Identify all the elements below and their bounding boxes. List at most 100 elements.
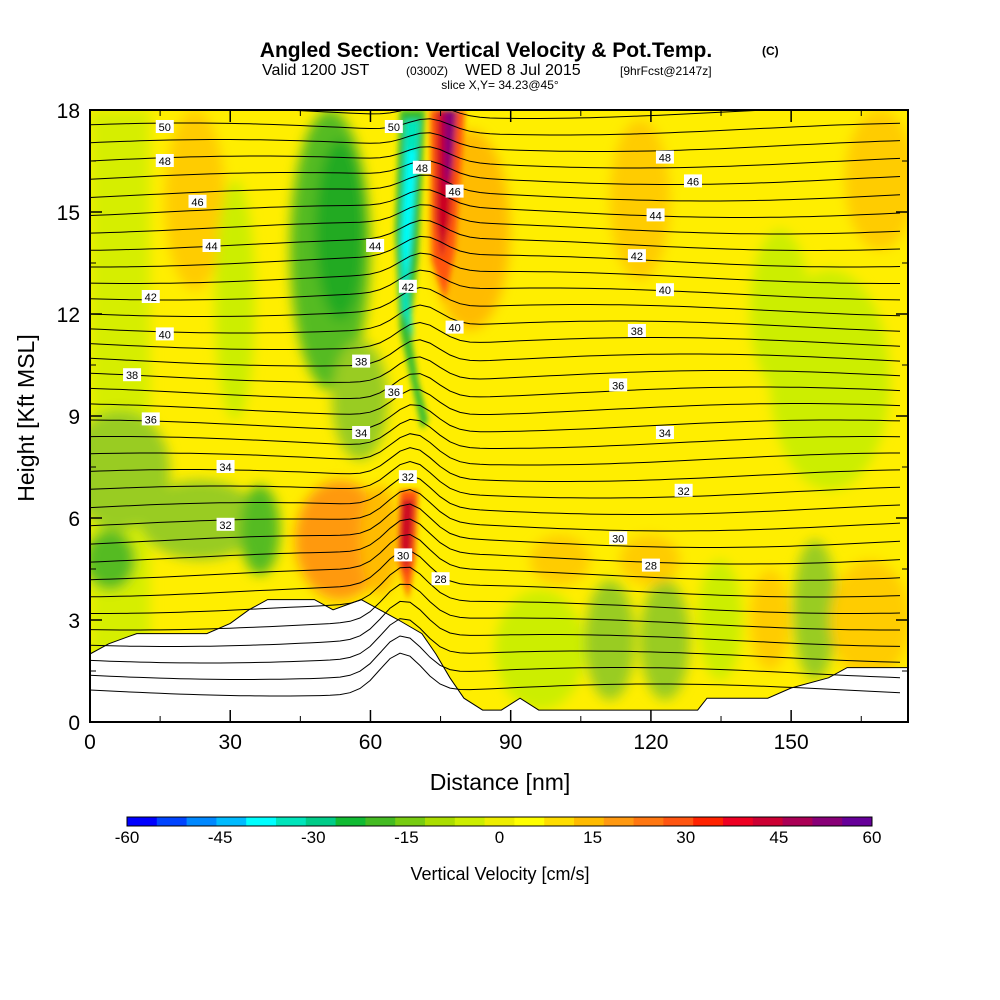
colorbar-swatch bbox=[246, 817, 277, 826]
colorbar-swatch bbox=[663, 817, 694, 826]
isentrope-label: 46 bbox=[448, 187, 460, 199]
isentrope-line bbox=[90, 286, 901, 317]
isentrope-label-box bbox=[188, 194, 207, 208]
y-tick-label: 6 bbox=[68, 508, 80, 531]
colorbar-swatch bbox=[842, 817, 873, 826]
isentrope-line bbox=[90, 235, 901, 268]
isentrope-label: 40 bbox=[659, 285, 671, 297]
isentrope-label: 34 bbox=[219, 462, 231, 474]
isentrope-label: 36 bbox=[388, 387, 400, 399]
isentrope-line bbox=[90, 600, 901, 647]
colorbar-swatch bbox=[514, 817, 545, 826]
isentrope-label-box bbox=[202, 239, 221, 252]
colorbar-swatch bbox=[484, 817, 515, 826]
isentrope-label: 38 bbox=[355, 357, 367, 369]
isentrope-line bbox=[90, 518, 901, 565]
colorbar-swatch bbox=[693, 817, 724, 826]
isentrope-label-box bbox=[216, 460, 235, 473]
isentrope-line bbox=[90, 174, 901, 202]
isentrope-label-box bbox=[445, 320, 464, 334]
isentrope-label-box bbox=[627, 324, 646, 337]
colorbar-swatch bbox=[812, 817, 843, 826]
isentrope-label-box bbox=[155, 327, 174, 341]
isentrope-line bbox=[90, 219, 901, 251]
isentrope-line bbox=[90, 118, 901, 136]
isentrope-label-box bbox=[683, 174, 702, 188]
isentrope-label: 32 bbox=[402, 472, 414, 484]
colorbar-swatch bbox=[216, 817, 247, 826]
colorbar-swatch bbox=[186, 817, 217, 826]
colorbar-swatch bbox=[603, 817, 635, 826]
colorbar-swatch bbox=[305, 817, 337, 826]
isentrope-label: 44 bbox=[369, 241, 381, 253]
isentrope-label-box bbox=[384, 385, 403, 399]
x-tick-label: 90 bbox=[499, 731, 522, 754]
plot-area: 50 48 46 44 42 40 38 36 34 32 50 48 46 44 42 40 38 36 34 32… bbox=[90, 110, 908, 722]
colorbar-label: 60 bbox=[863, 828, 882, 847]
colorbar-swatch bbox=[574, 817, 605, 826]
isentrope-line bbox=[90, 418, 901, 449]
subtitle-zulu: (0300Z) bbox=[406, 64, 448, 78]
y-tick-label: 9 bbox=[68, 406, 80, 429]
colorbar-swatch bbox=[752, 817, 784, 826]
isentrope-label-box bbox=[641, 558, 660, 572]
isentrope-label-box bbox=[155, 154, 174, 167]
colorbar-swatch bbox=[723, 817, 754, 826]
isentrope-label-box bbox=[123, 368, 142, 382]
isentrope-line bbox=[90, 404, 901, 433]
isentrope-line bbox=[90, 252, 900, 284]
isentrope-line bbox=[90, 503, 901, 548]
y-tick-label: 18 bbox=[57, 100, 80, 123]
isentrope-line bbox=[90, 269, 901, 301]
isentrope-label: 36 bbox=[145, 414, 157, 426]
chart-subtitle: Valid 1200 JST (0300Z) WED 8 Jul 2015 [9… bbox=[262, 62, 712, 79]
y-tick-label: 12 bbox=[57, 304, 80, 327]
isentrope-label: 40 bbox=[448, 323, 460, 335]
colorbar-title: Vertical Velocity [cm/s] bbox=[410, 864, 589, 884]
isentrope-line bbox=[90, 433, 900, 466]
isentrope-line bbox=[90, 460, 901, 499]
isentrope-label-box bbox=[655, 426, 674, 439]
x-tick-label: 150 bbox=[774, 731, 809, 754]
isentrope-line bbox=[90, 652, 901, 697]
isentrope-label: 36 bbox=[612, 380, 624, 392]
colorbar-swatch bbox=[335, 817, 366, 826]
isentrope-label-box bbox=[646, 208, 665, 222]
isentrope-label-box bbox=[398, 470, 417, 484]
isentrope-label: 38 bbox=[126, 370, 138, 382]
y-tick-label: 3 bbox=[68, 610, 80, 633]
colorbar-swatch bbox=[127, 817, 158, 826]
isentrope-label: 30 bbox=[612, 533, 624, 545]
isentrope-label: 42 bbox=[631, 251, 643, 263]
isentrope-label: 32 bbox=[219, 520, 231, 532]
isentrope-label-box bbox=[141, 412, 160, 426]
colorbar-swatch bbox=[633, 817, 664, 826]
colorbar-label: -45 bbox=[208, 828, 233, 847]
isentrope-label: 28 bbox=[645, 561, 657, 573]
isentrope-labels: 50 48 46 44 42 40 38 36 34 32 50 48 46 44 42 40 38 36 34 32… bbox=[123, 120, 702, 586]
isentrope-line bbox=[90, 533, 901, 581]
isentrope-line bbox=[90, 550, 901, 598]
isentrope-label-box bbox=[384, 120, 403, 133]
isentrope-label: 32 bbox=[678, 486, 690, 498]
isentrope-line bbox=[90, 583, 900, 631]
isentrope-line bbox=[90, 339, 901, 367]
colorbar-label: -60 bbox=[115, 828, 140, 847]
isentrope-label-box bbox=[398, 279, 417, 293]
isentrope-label-box bbox=[352, 354, 371, 368]
subtitle-date: WED 8 Jul 2015 bbox=[465, 62, 581, 79]
isentrope-label: 40 bbox=[159, 329, 171, 341]
isentrope-label-box bbox=[609, 378, 628, 392]
isentrope-label-box bbox=[674, 483, 693, 497]
isentrope-label: 44 bbox=[205, 241, 217, 253]
isentrope-label-box bbox=[366, 239, 385, 252]
slice-label: slice X,Y= 34.23@45° bbox=[441, 78, 559, 92]
isentrope-line bbox=[90, 321, 901, 350]
isentrope-label-box bbox=[155, 120, 174, 133]
isentrope-line bbox=[90, 474, 901, 515]
colorbar-label: -30 bbox=[301, 828, 326, 847]
colorbar-swatch bbox=[544, 817, 575, 826]
colorbar-label: -15 bbox=[394, 828, 419, 847]
x-tick-label: 120 bbox=[633, 731, 668, 754]
